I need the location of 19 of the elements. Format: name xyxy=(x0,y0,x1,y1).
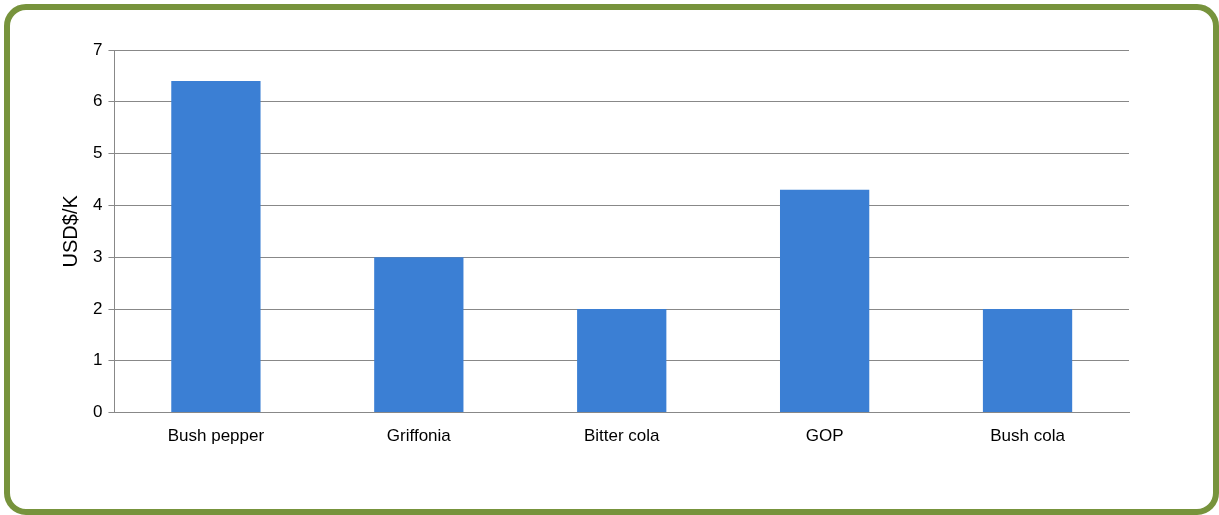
y-tick-label: 3 xyxy=(92,246,103,266)
y-tick-label: 1 xyxy=(92,350,103,370)
bar xyxy=(171,81,261,413)
x-tick-label: Bitter cola xyxy=(583,426,661,446)
bar xyxy=(374,257,464,413)
x-tick-label: Griffonia xyxy=(386,426,452,446)
bar xyxy=(577,309,667,413)
y-axis-title: USD$/K xyxy=(58,194,81,268)
bar xyxy=(780,189,870,413)
bar xyxy=(982,309,1073,413)
y-tick-label: 5 xyxy=(92,143,103,163)
y-tick-label: 0 xyxy=(92,402,103,422)
y-tick-label: 7 xyxy=(92,39,103,59)
x-tick-label: Bush pepper xyxy=(167,426,265,446)
y-tick-label: 2 xyxy=(92,298,103,318)
y-tick-label: 6 xyxy=(92,91,103,111)
x-tick-label: GOP xyxy=(805,426,844,446)
y-tick-label: 4 xyxy=(92,195,103,215)
x-tick-label: Bush cola xyxy=(990,426,1066,446)
